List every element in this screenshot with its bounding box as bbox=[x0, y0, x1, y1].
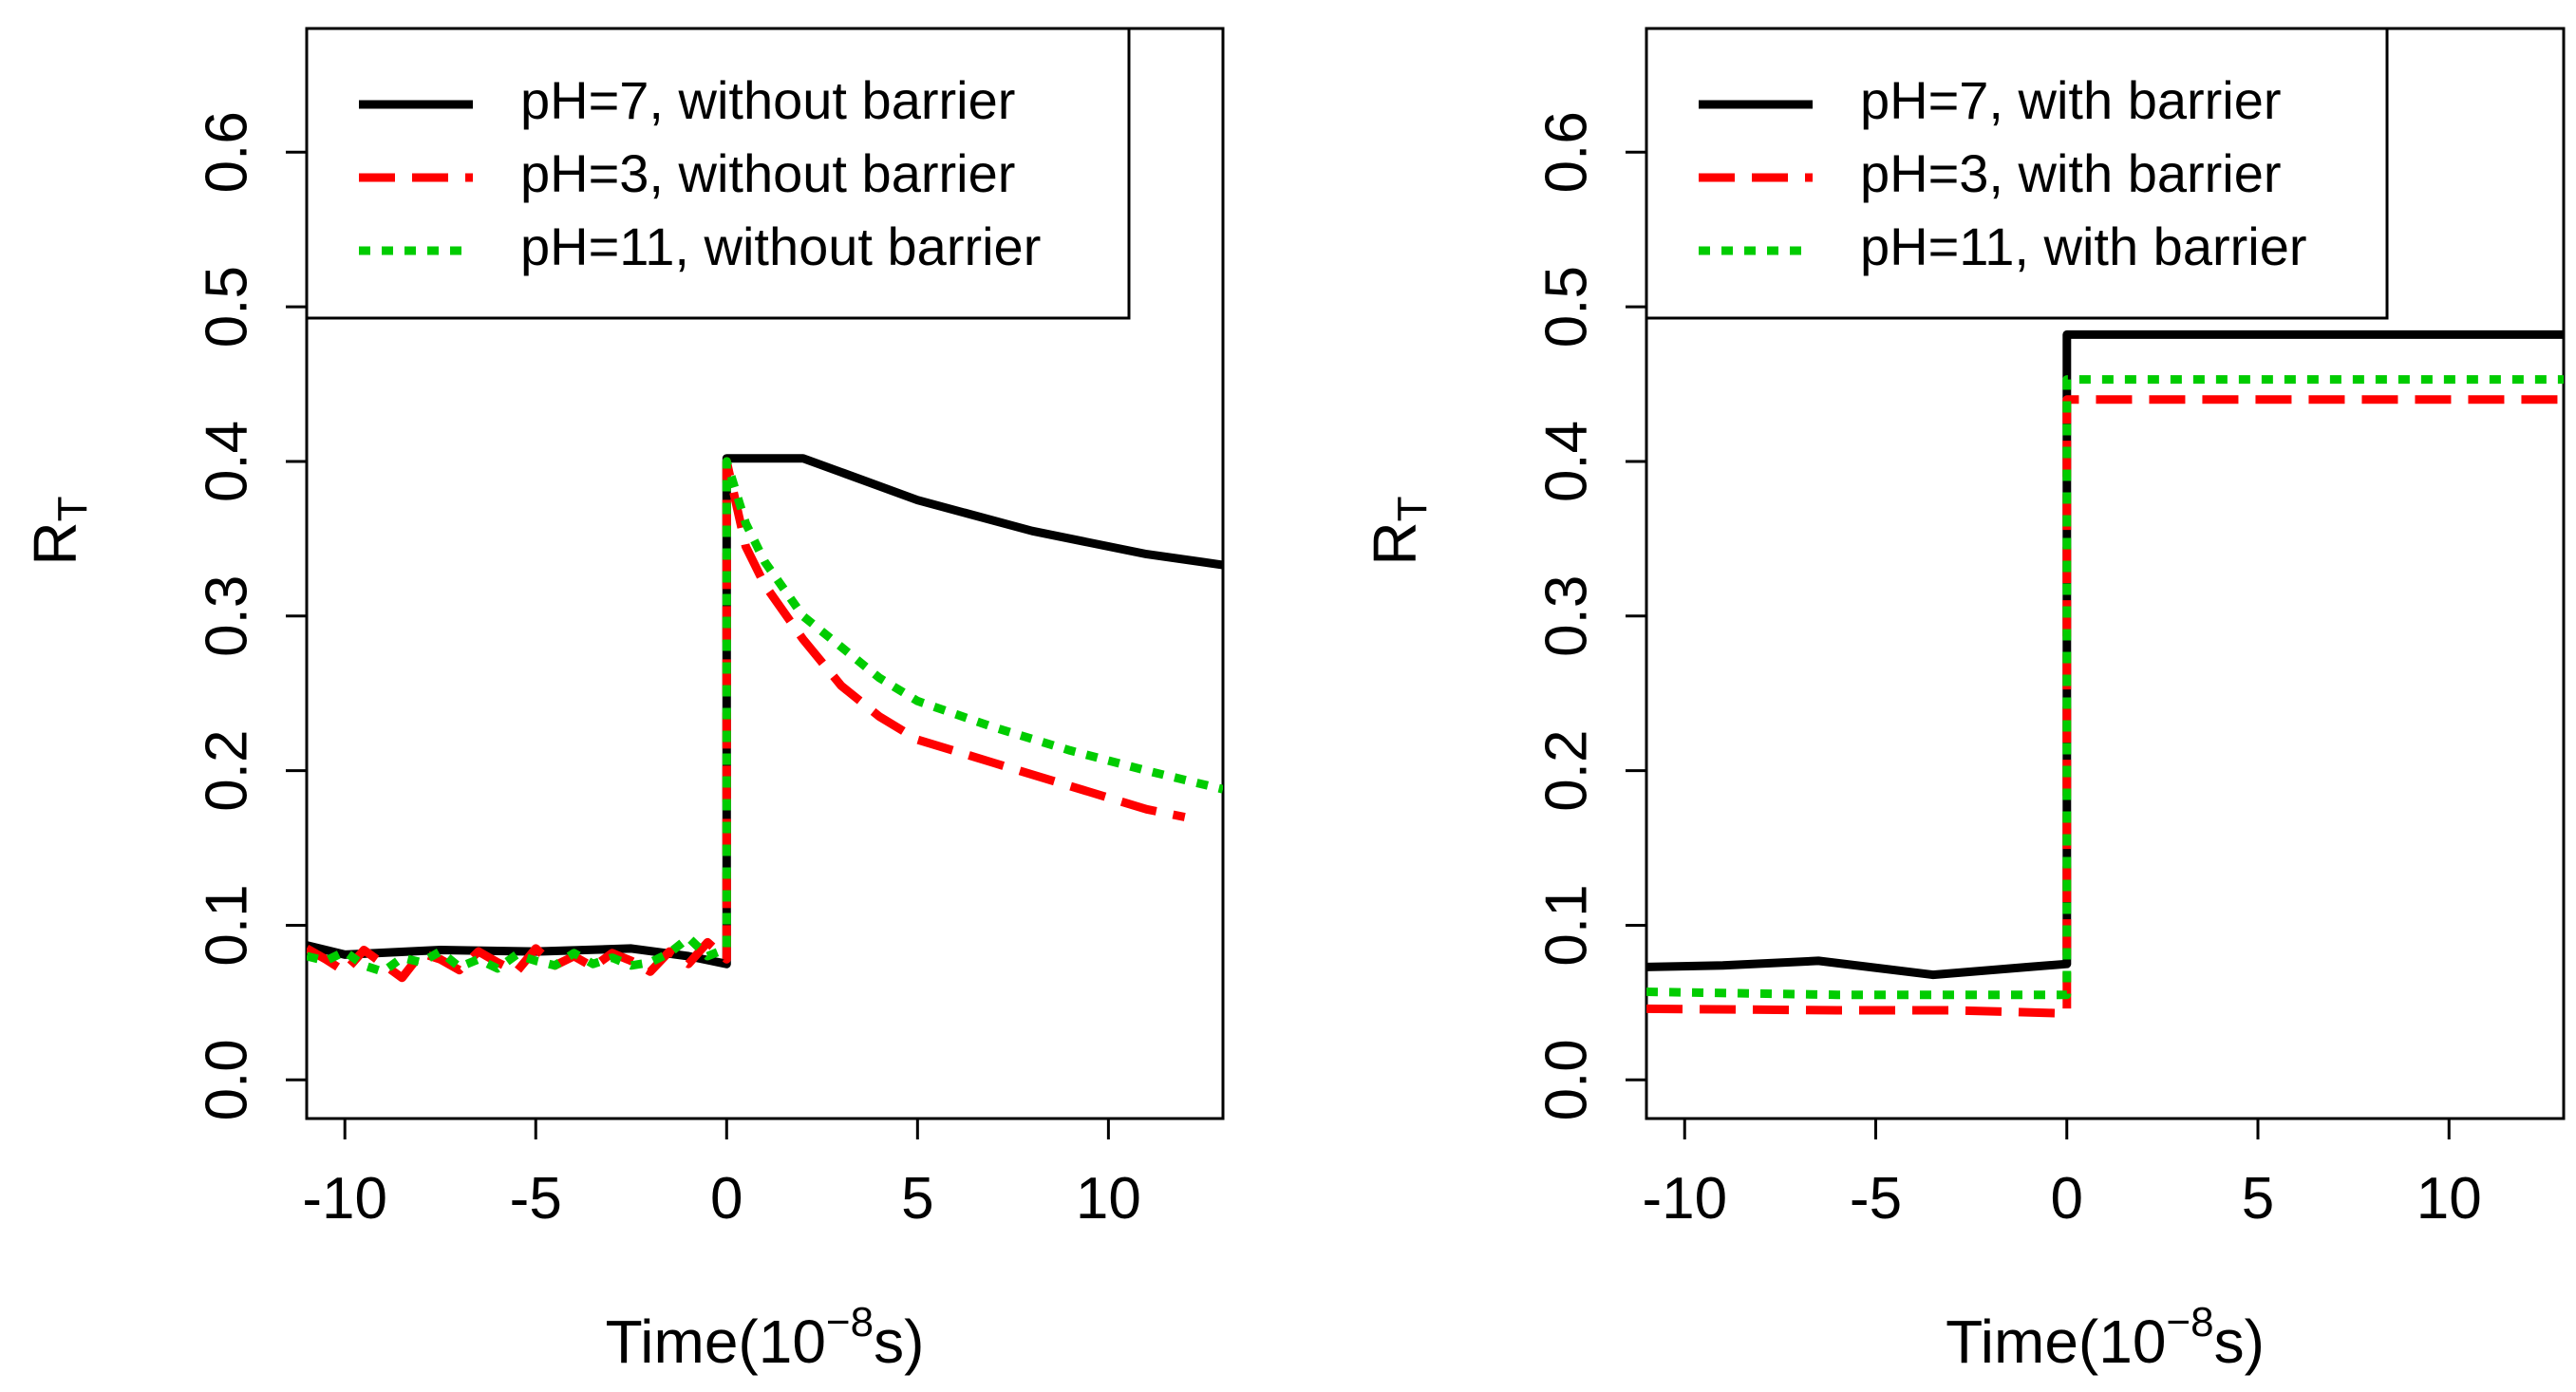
legend-label-2: pH=3, with barrier bbox=[1860, 143, 2282, 203]
y-tick-label: 0.6 bbox=[194, 111, 259, 193]
series-line-1 bbox=[307, 454, 1223, 969]
series-line-1 bbox=[1646, 329, 2564, 980]
legend-label-3: pH=11, with barrier bbox=[1860, 216, 2307, 276]
y-tick-label: 0.1 bbox=[194, 884, 259, 966]
y-tick-label: 0.5 bbox=[1533, 266, 1599, 348]
x-tick-label: 5 bbox=[2242, 1166, 2274, 1232]
series-line-2 bbox=[1646, 395, 2564, 1018]
series-line-3 bbox=[1646, 375, 2564, 1000]
x-tick-label: 10 bbox=[1076, 1166, 1141, 1232]
y-tick-label: 0.4 bbox=[1533, 421, 1599, 502]
x-tick-label: -10 bbox=[1642, 1166, 1727, 1232]
y-tick-label: 0.2 bbox=[1533, 730, 1599, 812]
x-tick-label: -10 bbox=[302, 1166, 387, 1232]
legend-label-1: pH=7, without barrier bbox=[520, 70, 1015, 130]
x-axis-label: Time(10−8s) bbox=[1946, 1299, 2265, 1376]
y-tick-label: 0.0 bbox=[194, 1039, 259, 1120]
x-tick-label: -5 bbox=[1850, 1166, 1902, 1232]
y-tick-label: 0.3 bbox=[1533, 575, 1599, 657]
x-tick-label: 10 bbox=[2416, 1166, 2482, 1232]
y-tick-label: 0.1 bbox=[1533, 884, 1599, 966]
x-tick-label: 0 bbox=[710, 1166, 743, 1232]
right-chart-panel: -10 -5 0 5 10 0.0 0.1 0.2 0.3 0.4 0.5 0.6 Time(10−8s… bbox=[1361, 27, 2566, 1376]
legend-label-2: pH=3, without barrier bbox=[520, 143, 1015, 203]
y-axis-label: RT bbox=[1361, 496, 1436, 565]
left-chart-panel: -10 -5 0 5 10 0.0 0.1 0.2 0.3 0.4 0.5 0.6 Time(10−8s… bbox=[21, 27, 1225, 1376]
y-tick-label: 0.4 bbox=[194, 421, 259, 502]
legend-box bbox=[305, 27, 1131, 320]
y-tick-label: 0.5 bbox=[194, 266, 259, 348]
y-tick-label: 0.0 bbox=[1533, 1039, 1599, 1120]
legend-box bbox=[1645, 27, 2389, 320]
y-axis-label: RT bbox=[21, 496, 96, 565]
legend-label-3: pH=11, without barrier bbox=[520, 216, 1041, 276]
y-tick-label: 0.2 bbox=[194, 730, 259, 812]
series-group bbox=[307, 454, 1223, 983]
legend-label-1: pH=7, with barrier bbox=[1860, 70, 2282, 130]
x-axis-label: Time(10−8s) bbox=[606, 1299, 925, 1376]
series-line-3 bbox=[307, 457, 1223, 976]
x-tick-label: 5 bbox=[901, 1166, 933, 1232]
y-tick-label: 0.3 bbox=[194, 575, 259, 657]
x-tick-label: -5 bbox=[510, 1166, 562, 1232]
series-group bbox=[1646, 329, 2564, 1018]
x-tick-label: 0 bbox=[2051, 1166, 2083, 1232]
y-tick-label: 0.6 bbox=[1533, 111, 1599, 193]
